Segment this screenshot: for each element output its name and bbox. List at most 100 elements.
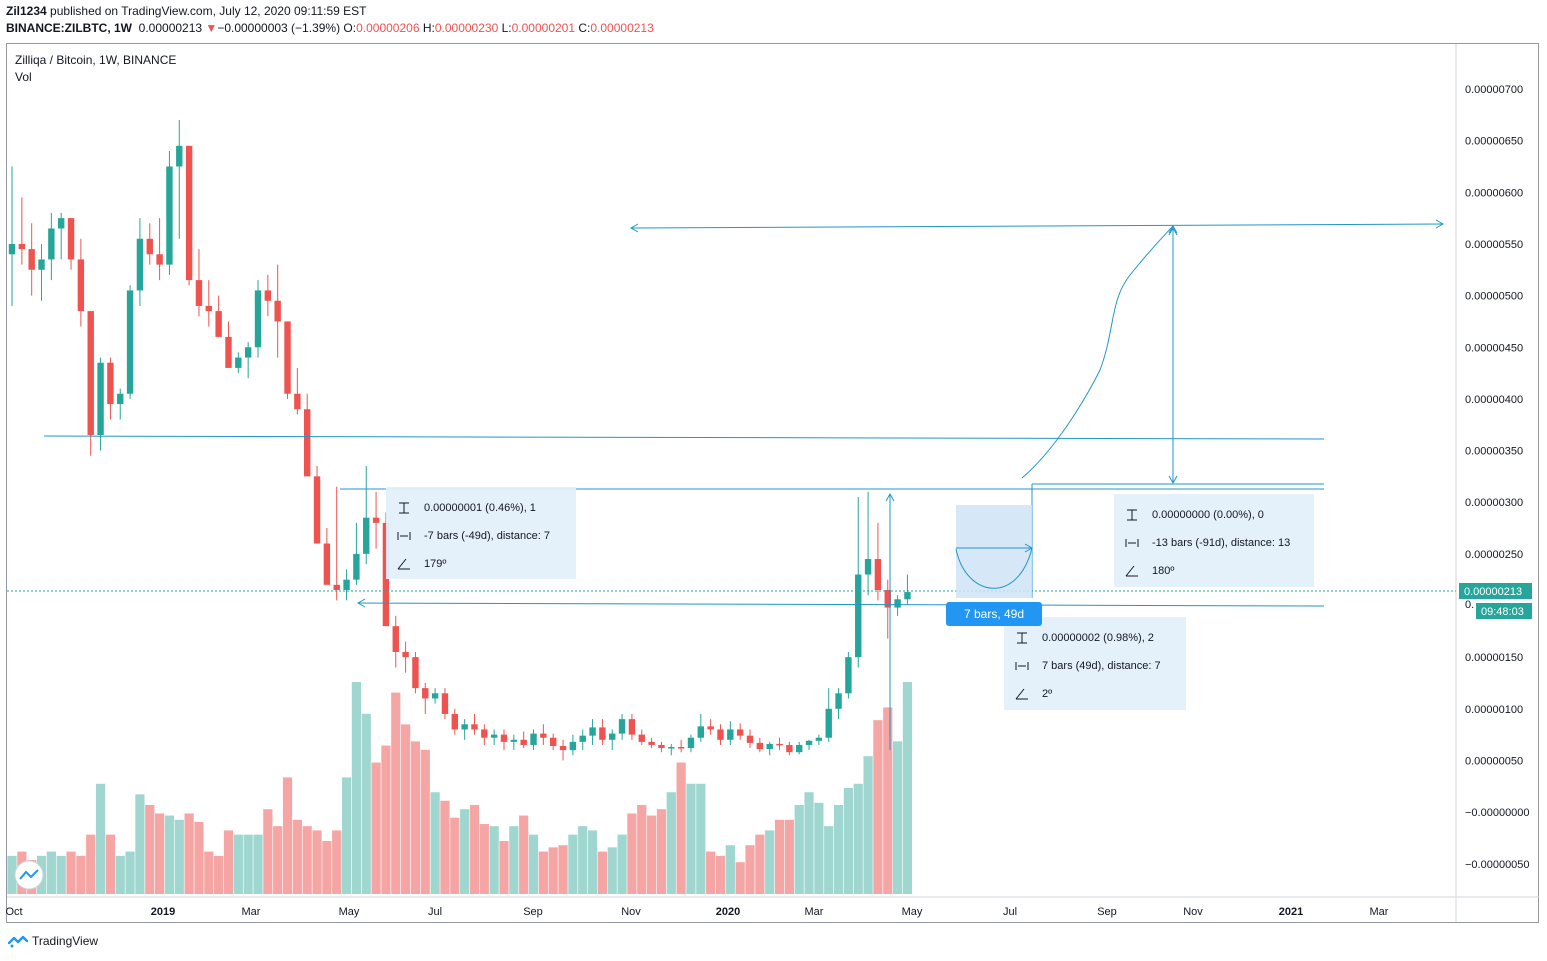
volume-bar [401, 724, 411, 894]
price-range-icon [1017, 632, 1027, 644]
close-value: 0.00000213 [590, 21, 654, 35]
chart-grid [7, 44, 1539, 922]
candle-body [28, 249, 35, 270]
price-tick-label: 0.00000700 [1465, 84, 1523, 96]
volume-bar [558, 845, 568, 894]
candle-body [520, 739, 527, 745]
volume-bar [587, 830, 598, 894]
candle-body [58, 218, 65, 229]
candle-body [48, 228, 55, 260]
price-tick-label: 0.00000100 [1465, 704, 1523, 716]
candle-body [628, 719, 636, 735]
candle-body [215, 311, 222, 337]
price-tick-label: 0.00000500 [1465, 291, 1523, 303]
volume-bar [666, 792, 676, 894]
candle-body [205, 305, 212, 312]
candle-body [284, 321, 291, 394]
volume-bar [460, 809, 470, 894]
candle-body [333, 584, 340, 591]
target-line [630, 223, 1444, 229]
measure-label-text: 0.00000000 (0.00%), 0 [1152, 509, 1264, 521]
candle-body [451, 713, 458, 730]
volume-bar [814, 802, 824, 894]
change-down-icon: ▼ [205, 21, 218, 35]
candle-body [353, 553, 360, 580]
angle-icon [1125, 565, 1138, 577]
candle-body [559, 745, 567, 751]
candle-body [146, 238, 153, 255]
price-tick-label: 0.00000450 [1465, 342, 1523, 354]
footer-brand[interactable]: TradingView [32, 934, 99, 948]
volume-bar [164, 815, 175, 894]
candle-body [244, 347, 252, 358]
cup-curve [955, 547, 1033, 589]
drawings [7, 219, 1456, 750]
bars-range-icon [1015, 662, 1029, 670]
volume-bar [214, 855, 224, 894]
candle-body [756, 742, 764, 750]
candle-body [746, 735, 754, 743]
volume-bar [440, 800, 450, 894]
candle-body [835, 693, 842, 709]
candle-body [156, 254, 163, 265]
candle-body [126, 290, 134, 394]
time-tick-label: Nov [1183, 906, 1203, 918]
volume-bar [361, 713, 371, 894]
candle-body [117, 393, 124, 405]
candle-body [67, 218, 75, 260]
candle-body [697, 726, 704, 738]
volume-title[interactable]: Vol [15, 70, 32, 84]
price-tick-label-truncated: 0. [1465, 599, 1474, 611]
candle-body [402, 651, 409, 658]
volume-bar [391, 692, 401, 894]
price-tick-label: 0.00000400 [1465, 394, 1523, 406]
series-title[interactable]: Zilliqa / Bitcoin, 1W, BINANCE [15, 53, 177, 67]
price-tick-label: 0.00000300 [1465, 497, 1523, 509]
volume-bar [76, 855, 86, 894]
measure-label-text: 0.00000001 (0.46%), 1 [424, 502, 536, 514]
price-tick-label: 0.00000250 [1465, 549, 1523, 561]
candle-body [304, 409, 311, 477]
volume-bar [135, 794, 145, 894]
volume-bar [794, 804, 804, 894]
volume-bar [853, 783, 863, 894]
volume-bar [607, 847, 617, 894]
support-arrow-left [356, 598, 366, 608]
candle-body [235, 357, 242, 368]
volume-bar [282, 777, 293, 894]
candle-body [225, 336, 232, 368]
candle-body [894, 599, 901, 608]
volume-bar [204, 851, 214, 894]
angle-icon [1015, 688, 1028, 700]
candle-body [618, 719, 626, 734]
volume-bar [351, 682, 361, 894]
candle-body [904, 592, 911, 600]
volume-bar [647, 815, 657, 894]
volume-bar [745, 845, 755, 894]
candle-body [18, 243, 26, 250]
candle-body [845, 657, 852, 694]
time-tick-label: Mar [1370, 906, 1389, 918]
chart-frame[interactable] [6, 43, 1539, 923]
volume-bar [725, 845, 735, 894]
volume-bar [410, 741, 421, 894]
time-axis: Oct 2019 Mar May Jul Sep Nov 2020 Mar May Jul Sep No… [5, 906, 1388, 918]
projection-arrow [1168, 224, 1178, 234]
candle-body [796, 744, 803, 753]
price-tick-label: −0.00000000 [1465, 807, 1530, 819]
volume-bar [322, 841, 332, 894]
volume-bar [450, 817, 460, 894]
volume-bar [902, 682, 913, 894]
time-tick-label: 2019 [151, 906, 175, 918]
volume-bar [627, 813, 637, 894]
volume-bar [755, 834, 765, 894]
candle-body [431, 693, 439, 699]
author-name[interactable]: Zil1234 [6, 4, 47, 18]
measure-label-box [1114, 494, 1314, 587]
candle-body [97, 362, 104, 436]
volume-bar [499, 841, 509, 894]
volume-bar [637, 804, 647, 894]
candle-body [648, 741, 655, 745]
candle-body [422, 688, 429, 699]
